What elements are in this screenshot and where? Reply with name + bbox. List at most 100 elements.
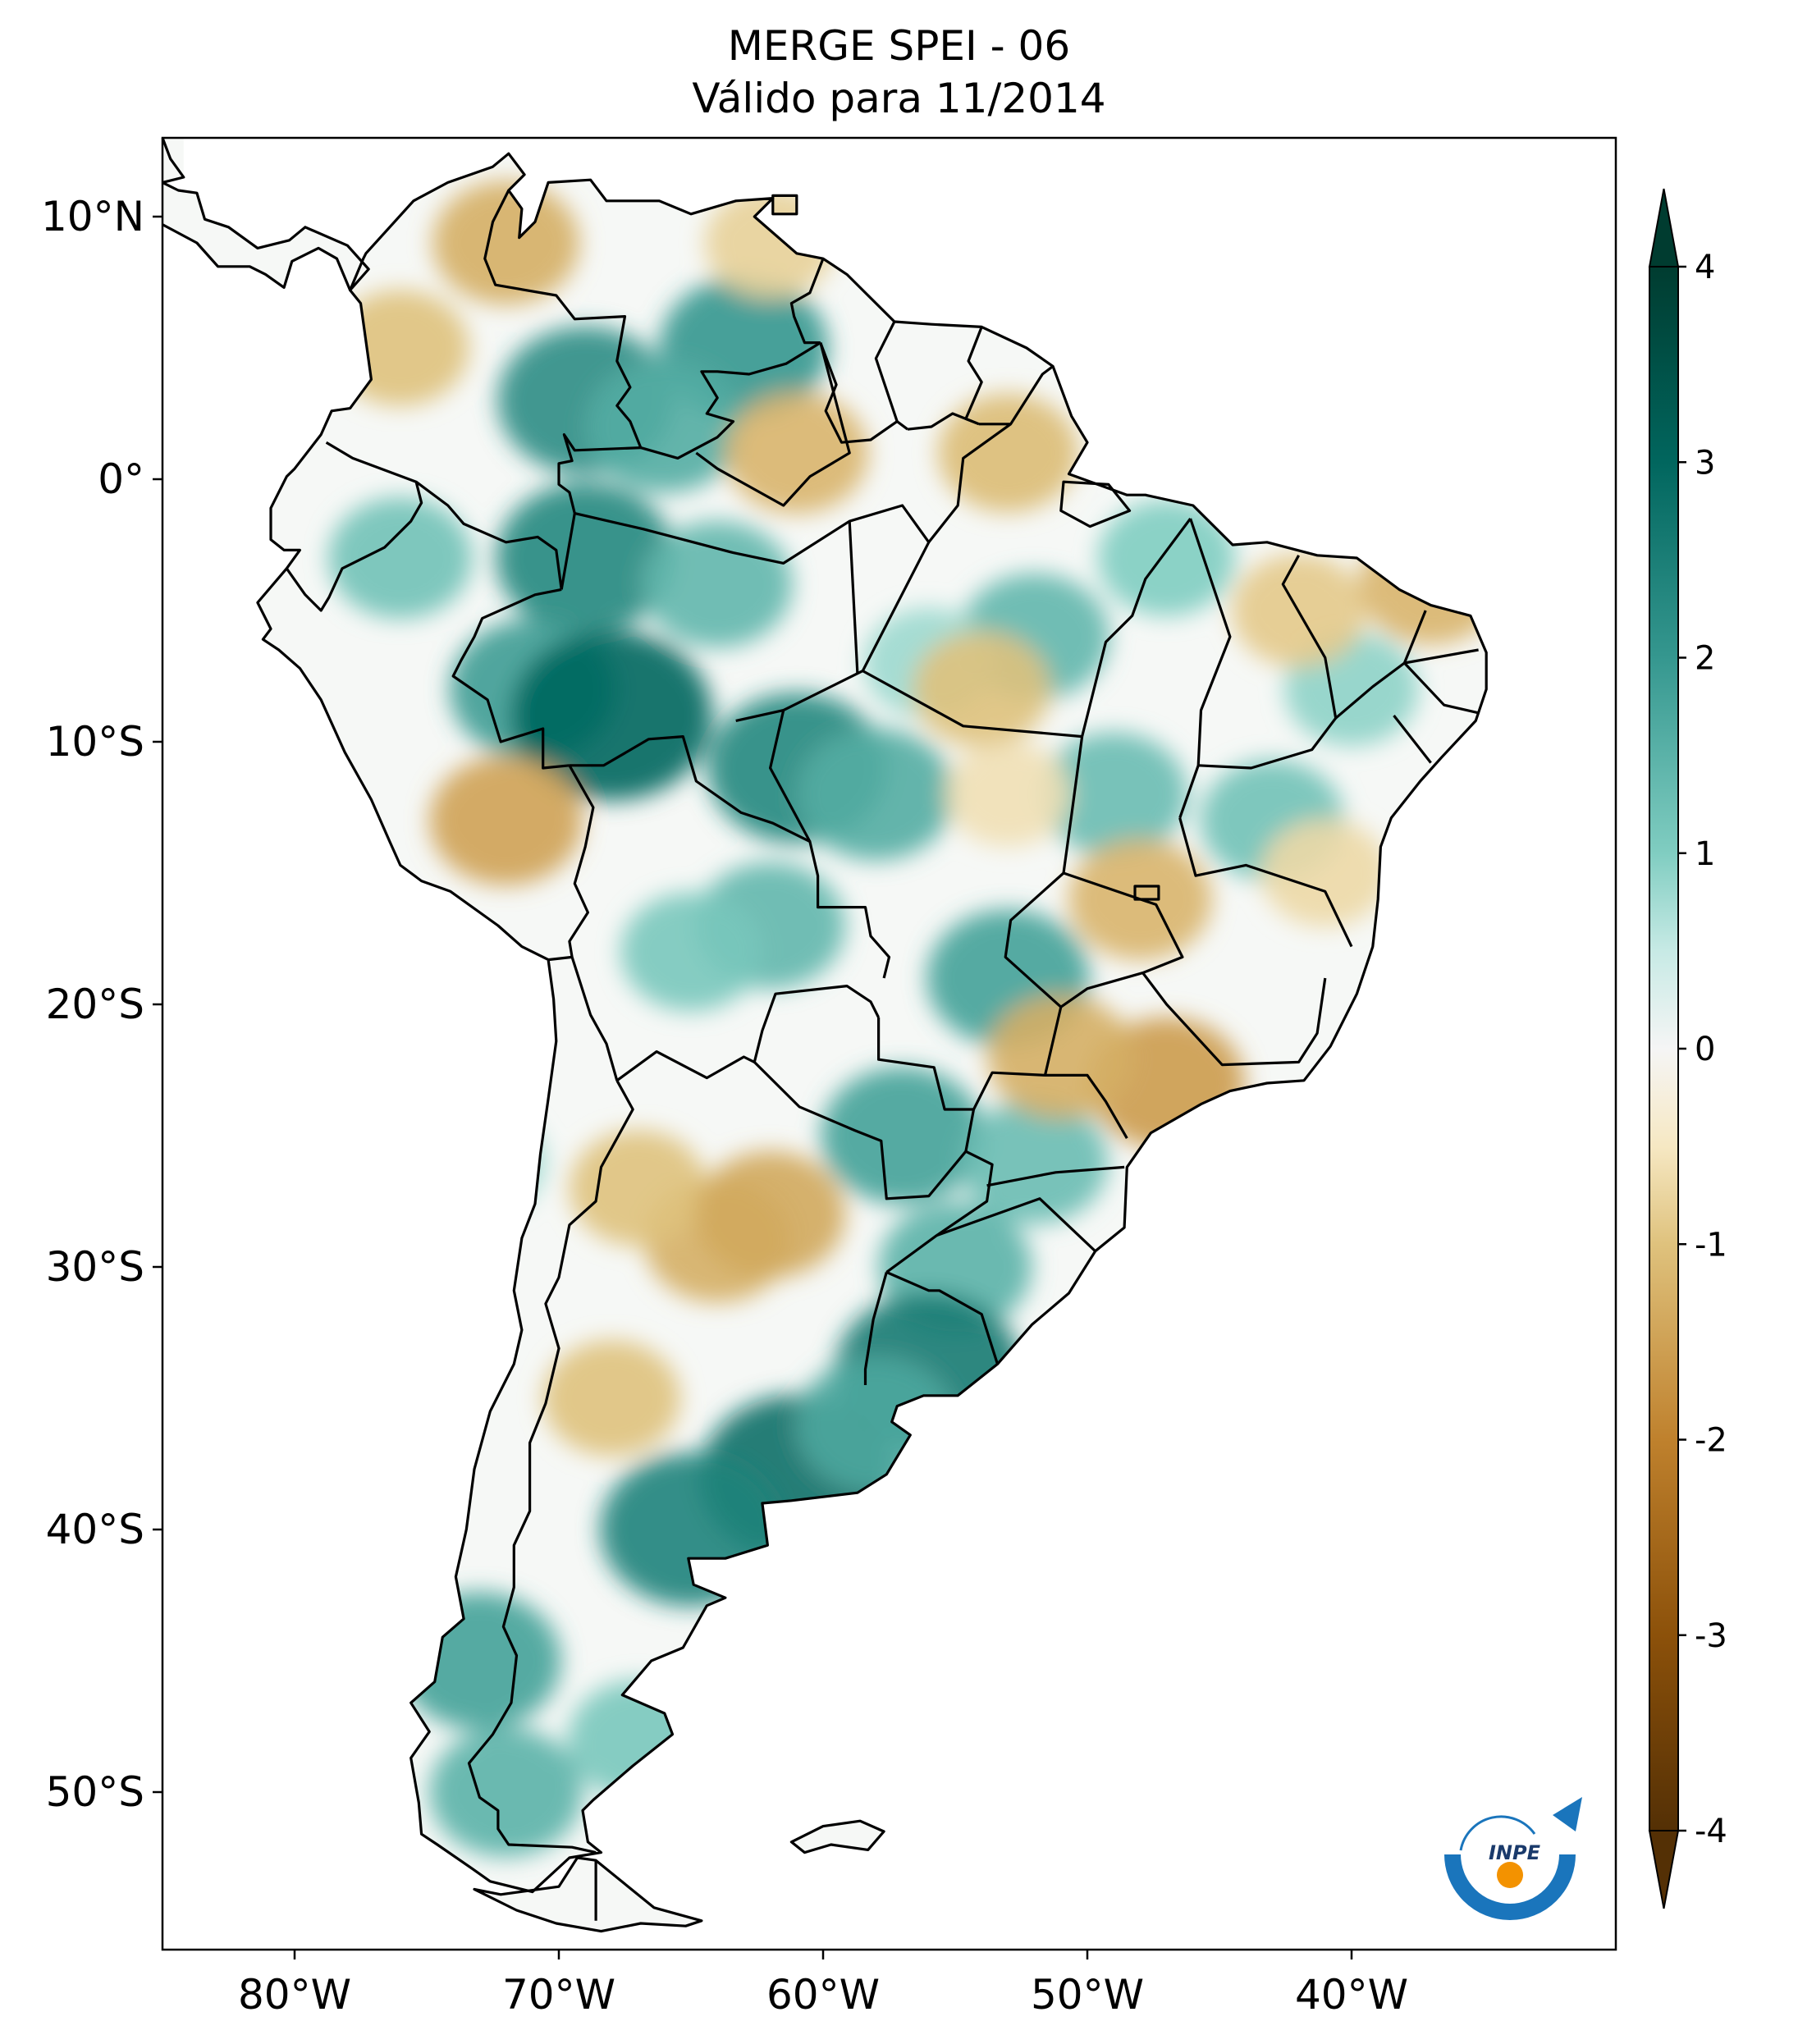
colorbar-gradient [1649,267,1678,1831]
border-paraguay-argentina [753,1061,968,1200]
logo-text: INPE [1489,1841,1541,1864]
spei-patch [432,181,580,305]
map-title-line-1: MERGE SPEI - 06 [727,22,1071,70]
spei-patch [937,393,1079,513]
colorbar-tick-label: -3 [1695,1617,1727,1655]
border-peru-chile [547,955,573,962]
colorbar-tick-label: -1 [1695,1226,1727,1264]
border-brazil-uruguay [885,1270,1000,1365]
border-peru-bolivia [568,765,595,958]
border-brazil-states-1 [574,504,931,722]
coastline-trinidad [771,194,798,216]
border-brazil-states-17 [1141,972,1327,1067]
spei-patch [1097,500,1236,616]
border-guiana-brazil [979,365,1055,426]
border-ecuador-peru [285,481,423,612]
lat-tick-label: 0° [98,455,144,503]
spei-patch [945,741,1071,848]
spei-patch [620,892,762,1012]
border-brazil-states-20 [936,1197,1096,1252]
border-brazil-states-9 [1178,518,1232,819]
border-paraguay-brazil [877,1017,976,1152]
colorbar-tick-label: 2 [1695,640,1715,678]
lat-tick-label: 50°S [46,1768,144,1816]
map-frame [161,136,1617,1951]
border-brazil-states-18 [1045,1073,1128,1139]
border-chile-argentina [467,1080,634,1854]
lat-tick-label: 10°S [46,718,144,766]
colorbar-tick-label: 1 [1695,835,1715,873]
border-suriname-brazil [907,412,980,431]
lat-tick-label: 40°S [46,1506,144,1553]
logo-dot-icon [1497,1862,1523,1888]
border-bolivia-paraguay [753,985,881,1063]
border-venezuela-brazil [640,341,821,460]
colorbar-extend-min [1648,1830,1680,1909]
coastline-marajo [1059,480,1132,528]
border-bolivia-argentina [615,1050,756,1082]
spei-patch [987,995,1135,1119]
coastline-south-america [256,152,1488,1894]
lat-tick-label: 20°S [46,981,144,1028]
lat-tick-label: 30°S [46,1243,144,1291]
spei-patch [328,497,473,619]
country-and-state-borders [161,137,1488,1933]
coastline-tierra-del-fuego [473,1856,703,1933]
lat-tick-label: 10°N [41,193,144,240]
border-colombia-brazil [557,433,641,590]
spei-patch [569,1130,707,1246]
latitude-axis: 10°N 0° 10°S 20°S 30°S 40°S 50°S [41,193,162,1816]
logo-orbit-icon [1459,1815,1536,1851]
border-brazil-states-19 [986,1165,1125,1187]
border-colombia-ecuador-peru [325,441,563,590]
spei-patch [961,1100,1109,1224]
border-bolivia-chile [570,956,619,1081]
spei-patch [429,1727,583,1857]
border-brazil-states-3 [1081,518,1192,737]
spei-patch [511,630,712,801]
spei-patch [1040,732,1187,857]
lon-tick-label: 50°W [1031,1971,1144,2019]
spei-patch [496,482,675,633]
spei-patch [821,1067,984,1205]
border-brazil-states-11 [1334,610,1427,720]
colorbar-ticks: 4 3 2 1 0 -1 -2 -3 -4 [1678,249,1727,1850]
colorbar: 4 3 2 1 0 -1 -2 -3 -4 [1648,188,1727,1909]
border-guyana-suriname [874,321,899,423]
colorbar-tick-label: -2 [1695,1422,1727,1460]
inpe-logo: INPE [1444,1797,1582,1920]
border-brazil-states-12 [1404,648,1479,665]
border-venezuela-guyana [789,258,825,345]
border-brazil-states-15 [1178,817,1353,948]
border-argentina-brazil [885,1150,994,1273]
border-argentina-uruguay [863,1271,888,1385]
colorbar-extend-max [1648,188,1680,268]
border-brazil-states-5 [927,423,1012,543]
border-df [1133,885,1160,901]
border-brazil-states-4 [972,736,1084,1110]
coastline-central-america-north [161,137,185,184]
map-panel: 10°N 0° 10°S 20°S 30°S 40°S 50°S 80°W 70°W 60°W 5… [41,136,1617,2019]
map-title-line-2: Válido para 11/2014 [692,75,1106,122]
lon-tick-label: 60°W [766,1971,880,2019]
spei-patch [542,1340,681,1456]
lon-tick-label: 80°W [238,1971,351,2019]
border-brazil-states-8 [769,710,812,843]
border-brazil-bolivia [569,735,891,979]
spei-patch [429,756,583,885]
coastline-central-america [162,181,370,292]
spei-patch [695,1150,846,1278]
border-brazil-states-2 [862,670,1082,738]
spei-patch [586,360,743,493]
lon-tick-label: 70°W [502,1971,615,2019]
spei-patch [1260,819,1389,927]
logo-arc-icon [1444,1854,1576,1920]
logo-arrow-icon [1553,1797,1582,1831]
spei-patch [642,520,793,648]
colorbar-tick-label: 0 [1695,1031,1715,1068]
border-peru-brazil [451,588,570,770]
border-brazil-states-6 [695,342,851,507]
border-colombia-venezuela [483,190,643,449]
border-guyana-brazil [819,342,908,444]
